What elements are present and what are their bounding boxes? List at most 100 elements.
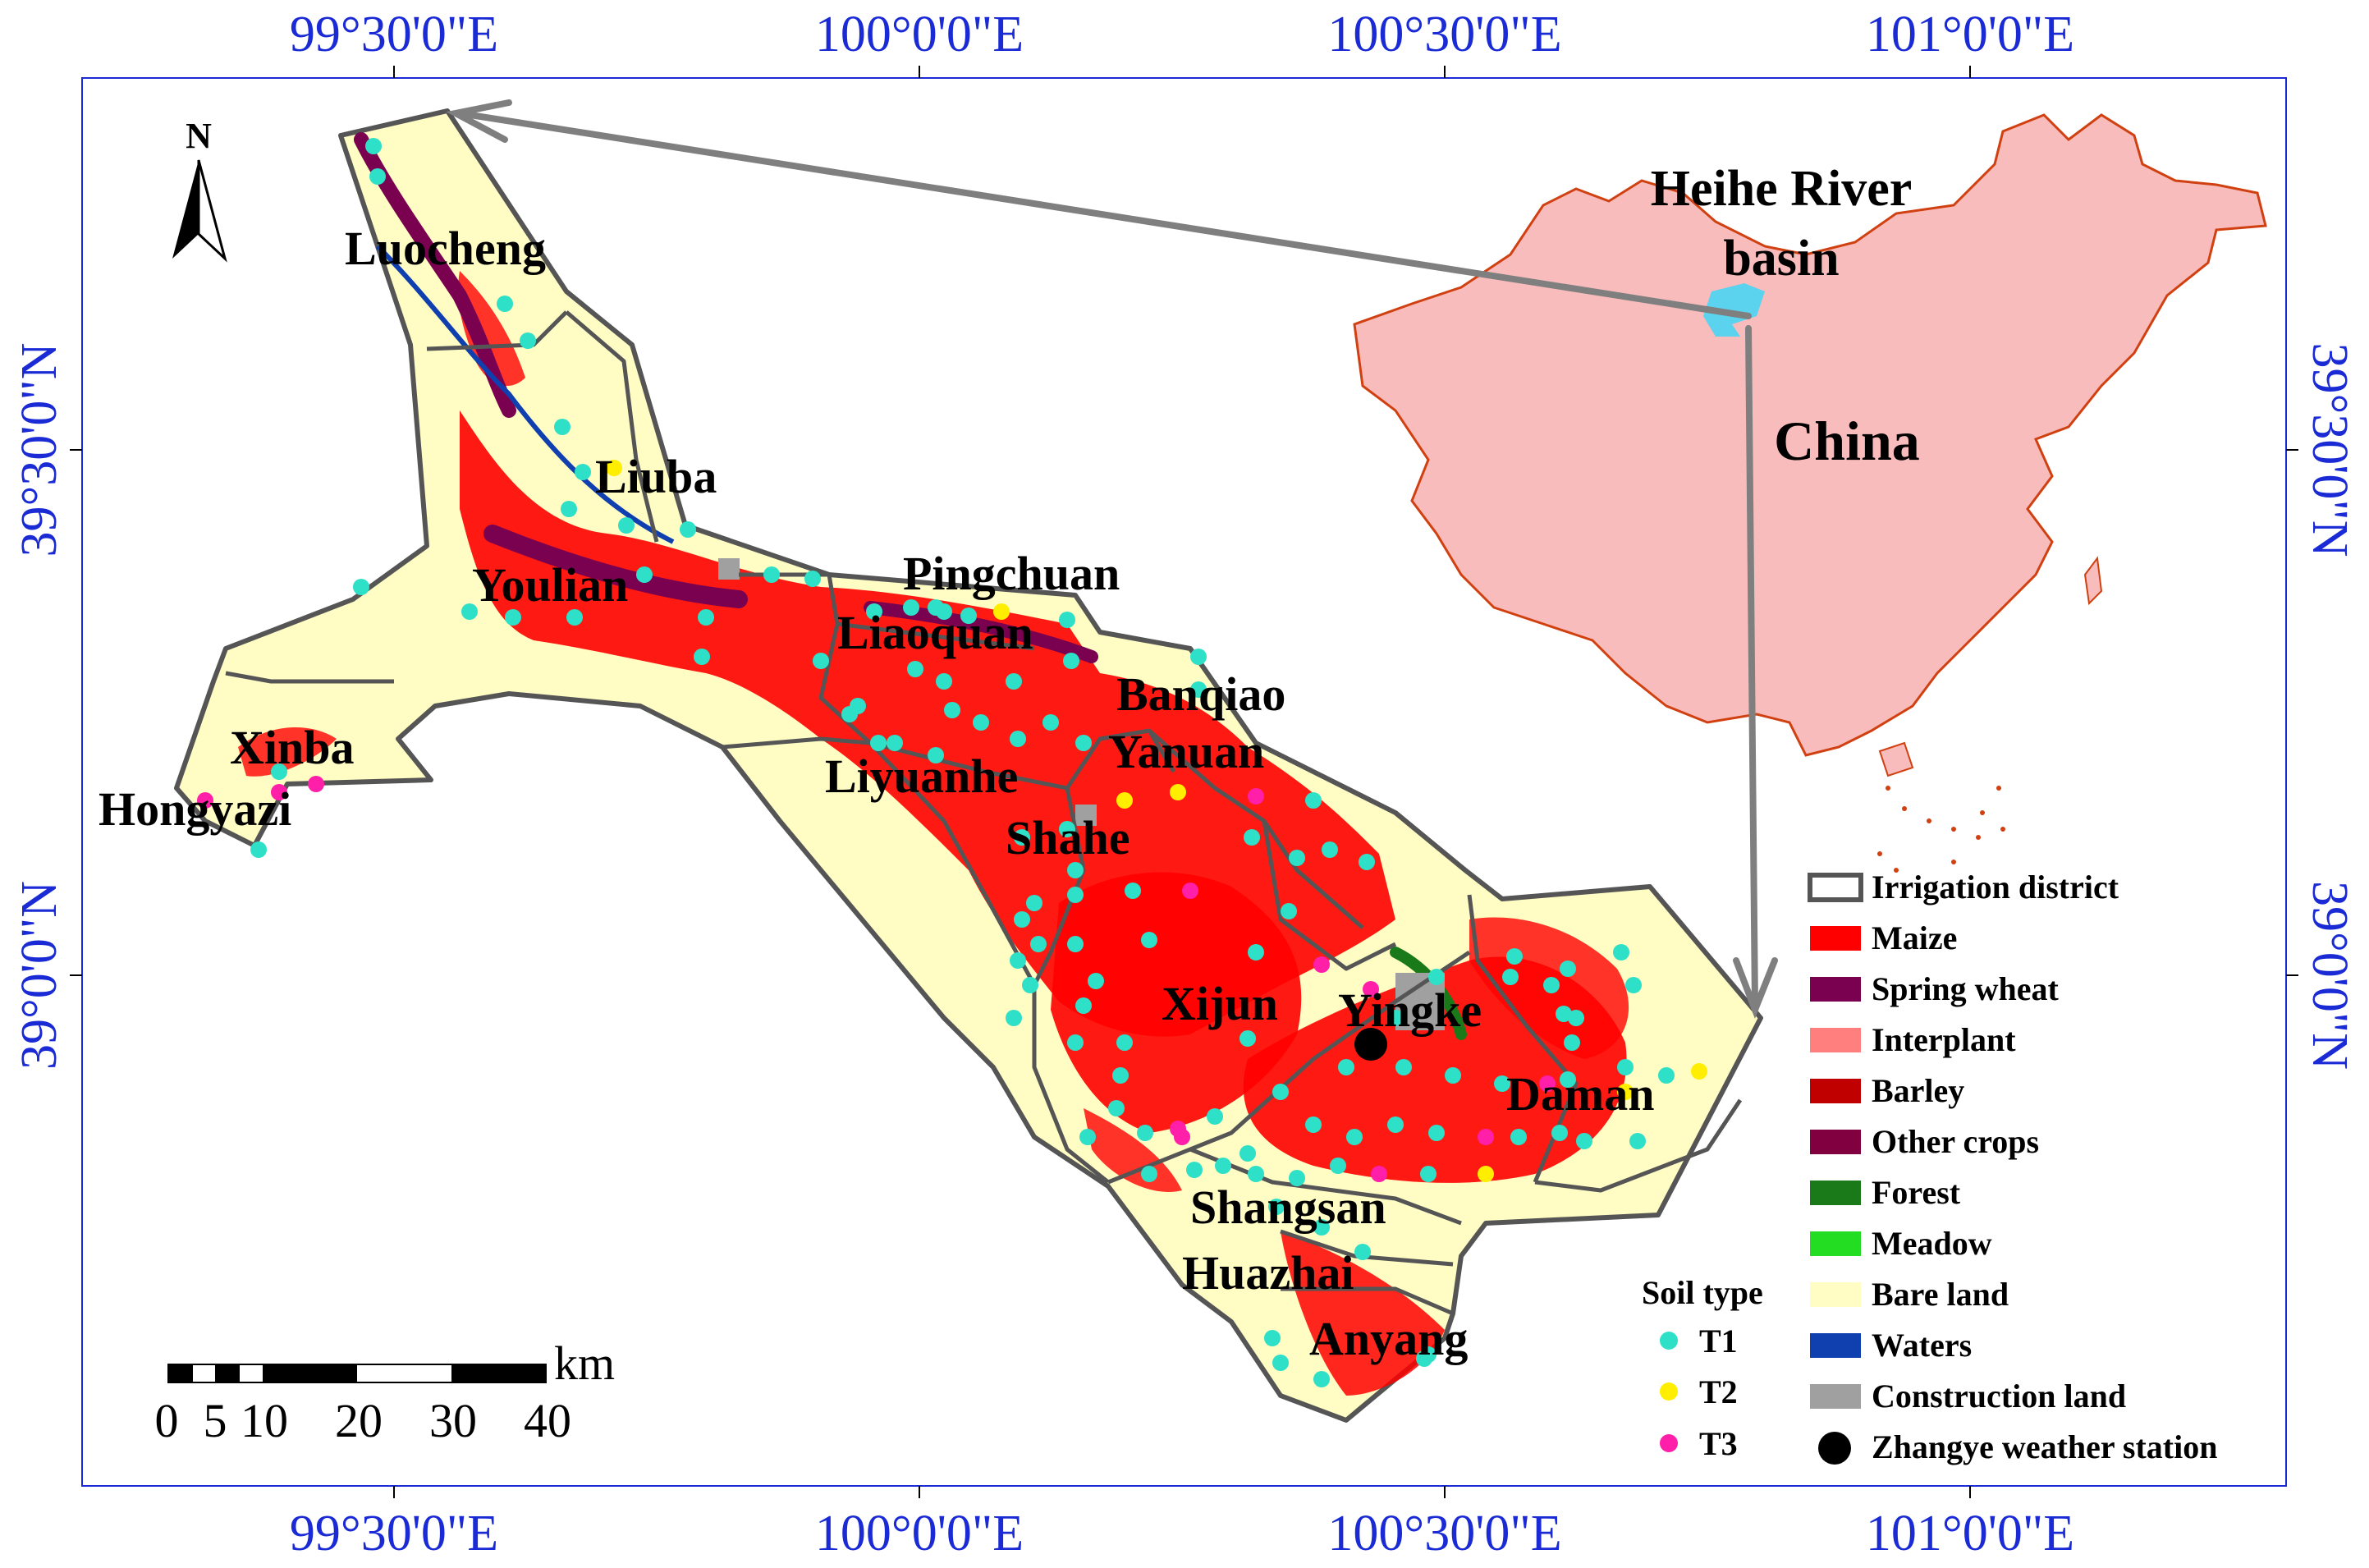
landuse-legend-label: Meadow bbox=[1872, 1225, 1992, 1262]
landuse-legend-symbol bbox=[1818, 1432, 1851, 1465]
soil-sample-point-t1 bbox=[1564, 1034, 1580, 1051]
district-label: Xinba bbox=[230, 721, 355, 774]
soil-sample-point-t1 bbox=[1281, 903, 1297, 919]
soil-sample-point-t1 bbox=[870, 735, 887, 751]
soil-sample-point-t1 bbox=[1244, 829, 1260, 846]
soil-sample-point-t1 bbox=[1506, 948, 1523, 965]
soil-sample-point-t1 bbox=[520, 332, 536, 349]
soil-sample-point-t1 bbox=[1359, 854, 1375, 870]
taiwan-island bbox=[2083, 556, 2103, 606]
landuse-legend-symbol bbox=[1808, 873, 1863, 902]
soil-sample-point-t1 bbox=[694, 649, 710, 665]
district-label: Xijun bbox=[1162, 977, 1278, 1030]
soil-sample-point-t1 bbox=[1067, 887, 1084, 903]
soil-sample-point-t1 bbox=[461, 603, 478, 620]
basin-label-line1: Heihe River bbox=[1651, 161, 1913, 217]
soil-sample-point-t3 bbox=[1170, 1121, 1186, 1137]
soil-sample-point-t1 bbox=[1030, 936, 1047, 952]
soil-sample-point-t1 bbox=[1014, 911, 1030, 928]
soil-sample-point-t1 bbox=[907, 661, 923, 677]
scale-tick-label: 20 bbox=[335, 1394, 383, 1447]
landuse-legend-symbol bbox=[1810, 977, 1861, 1002]
soil-sample-point-t1 bbox=[1272, 1355, 1289, 1371]
soil-sample-point-t1 bbox=[1387, 1010, 1404, 1026]
soil-sample-point-t1 bbox=[1658, 1067, 1675, 1084]
graticule-ticks bbox=[70, 66, 2298, 1498]
soil-sample-point-t1 bbox=[1022, 977, 1038, 993]
soil-sample-point-t1 bbox=[1313, 1371, 1330, 1387]
soil-sample-point-t1 bbox=[1075, 997, 1092, 1014]
landuse-legend-symbol bbox=[1810, 1181, 1861, 1205]
soil-sample-point-t1 bbox=[1112, 1067, 1129, 1084]
soil-sample-point-t1 bbox=[1560, 961, 1576, 977]
landuse-legend-label: Interplant bbox=[1872, 1021, 2016, 1058]
soil-sample-point-t1 bbox=[973, 714, 989, 731]
soil-sample-point-t1 bbox=[1067, 1034, 1084, 1051]
soil-sample-point-t1 bbox=[1239, 1145, 1256, 1162]
landuse-legend-symbol bbox=[1810, 1028, 1861, 1052]
graticule-bottom-label: 101°0'0"E bbox=[1866, 1506, 2074, 1561]
soil-sample-point-t1 bbox=[1568, 1010, 1584, 1026]
scale-tick-label: 5 bbox=[204, 1394, 227, 1447]
soil-sample-point-t1 bbox=[1354, 1244, 1371, 1260]
district-label: Banqiao bbox=[1116, 667, 1285, 721]
soil-sample-point-t1 bbox=[936, 673, 952, 690]
soil-sample-point-t1 bbox=[903, 599, 919, 616]
soil-sample-point-t1 bbox=[1059, 821, 1075, 837]
soil-sample-point-t1 bbox=[618, 517, 635, 534]
soil-sample-point-t1 bbox=[1289, 1170, 1305, 1186]
soil-sample-point-t2 bbox=[993, 603, 1010, 620]
soil-sample-point-t1 bbox=[1428, 1125, 1445, 1141]
soil-sample-point-t1 bbox=[1141, 1166, 1157, 1182]
landuse-legend-symbol bbox=[1810, 1282, 1861, 1307]
graticule-right-label: 39°30'0"N bbox=[2302, 342, 2358, 557]
soil-sample-point-t1 bbox=[680, 521, 696, 538]
soil-sample-point-t1 bbox=[554, 419, 570, 435]
soil-sample-point-t1 bbox=[1207, 1108, 1223, 1125]
district-label: Anyang bbox=[1309, 1312, 1468, 1365]
district-label: Youlian bbox=[472, 558, 628, 612]
soil-sample-point-t1 bbox=[1420, 1166, 1437, 1182]
graticule-bottom-label: 100°30'0"E bbox=[1327, 1506, 1561, 1561]
district-label: Yanuan bbox=[1108, 725, 1264, 778]
soil-sample-point-t1 bbox=[1305, 1116, 1322, 1133]
landuse-legend-label: Zhangye weather station bbox=[1872, 1428, 2217, 1465]
china-outline bbox=[1353, 113, 2267, 757]
soil-sample-point-t1 bbox=[866, 603, 882, 620]
landuse-legend-label: Construction land bbox=[1872, 1378, 2126, 1414]
soil-sample-point-t1 bbox=[813, 653, 829, 669]
scale-tick-label: 0 bbox=[155, 1394, 179, 1447]
soil-sample-point-t1 bbox=[887, 735, 903, 751]
soil-sample-point-t2 bbox=[1478, 1166, 1494, 1182]
landuse-legend-label: Irrigation district bbox=[1872, 869, 2119, 905]
soil-sample-point-t1 bbox=[1215, 1158, 1231, 1174]
china-label: China bbox=[1774, 410, 1920, 472]
soil-sample-point-t1 bbox=[1042, 714, 1059, 731]
soil-sample-point-t1 bbox=[636, 566, 653, 583]
soil-sample-point-t1 bbox=[1416, 1350, 1432, 1367]
district-label: Pingchuan bbox=[903, 547, 1120, 600]
soil-sample-point-t1 bbox=[1026, 895, 1042, 911]
landuse-legend-label: Other crops bbox=[1872, 1123, 2039, 1160]
soil-sample-point-t2 bbox=[1691, 1063, 1707, 1080]
soil-sample-point-t1 bbox=[1190, 649, 1207, 665]
soil-sample-point-t1 bbox=[1494, 1075, 1510, 1092]
graticule-left-label: 39°30'0"N bbox=[11, 342, 67, 557]
district-label: Luocheng bbox=[345, 222, 546, 275]
soil-sample-point-t1 bbox=[1395, 1059, 1412, 1075]
landuse-legend-symbol bbox=[1810, 1333, 1861, 1358]
soil-type-legend: Soil type T1 T2 T3 bbox=[1642, 1274, 1763, 1462]
basin-label-line2: basin bbox=[1723, 231, 1839, 287]
soil-sample-point-t1 bbox=[1067, 862, 1084, 878]
soil-sample-point-t1 bbox=[1239, 1030, 1256, 1047]
soil-sample-point-t1 bbox=[1551, 1125, 1568, 1141]
soil-sample-point-t1 bbox=[1625, 977, 1642, 993]
landuse-legend-symbol bbox=[1810, 1079, 1861, 1103]
soil-sample-point-t1 bbox=[1445, 1067, 1461, 1084]
soil-sample-point-t1 bbox=[1428, 969, 1445, 985]
soil-sample-point-t1 bbox=[1502, 969, 1519, 985]
inset-connector-arrows bbox=[446, 99, 1778, 1019]
south-china-sea-islands bbox=[1877, 786, 2005, 873]
scale-unit: km bbox=[554, 1336, 615, 1390]
